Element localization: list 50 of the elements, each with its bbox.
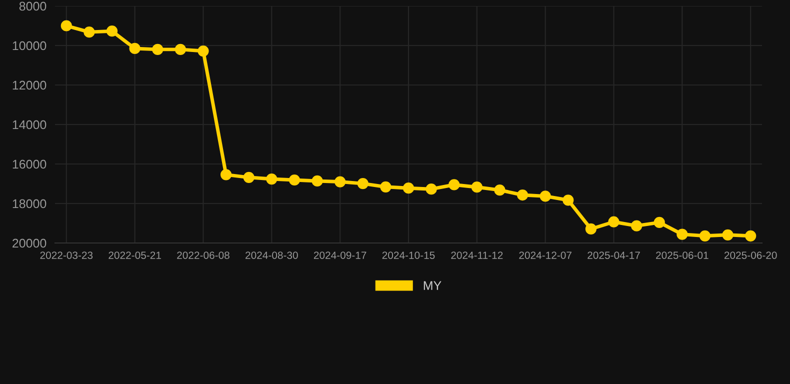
legend-label: MY <box>424 281 442 290</box>
point <box>312 175 323 187</box>
y-tick-label: 18000 <box>12 199 46 208</box>
point <box>585 223 597 235</box>
y-tick-label: 10000 <box>12 41 46 50</box>
y-tick-label: 20000 <box>12 238 46 248</box>
point <box>243 172 254 183</box>
point <box>608 216 620 228</box>
x-tick-label: 2024-12-07 <box>519 252 572 259</box>
point <box>426 184 437 195</box>
y-tick-label: 16000 <box>12 160 46 169</box>
x-tick-label: 2024-10-15 <box>382 252 435 259</box>
y-tick-label: 8000 <box>19 2 46 11</box>
point <box>380 181 392 192</box>
point <box>357 178 368 190</box>
y-tick-label: 12000 <box>12 80 46 90</box>
point <box>471 182 482 193</box>
point <box>722 229 734 240</box>
point <box>198 45 209 57</box>
x-tick-label: 2024-09-17 <box>314 252 366 259</box>
x-tick-label: 2022-06-08 <box>177 252 230 259</box>
x-tick-label: 2025-06-20 <box>724 252 777 259</box>
point <box>266 173 278 185</box>
point <box>540 190 551 202</box>
point <box>152 44 164 56</box>
point <box>676 228 688 240</box>
x-tick-label: 2024-08-30 <box>246 252 298 259</box>
point <box>129 42 140 54</box>
x-tick-label: 2024-11-12 <box>451 252 503 259</box>
point <box>402 182 414 194</box>
point <box>220 169 232 180</box>
point <box>631 220 642 232</box>
x-tick-label: 2025-04-17 <box>588 252 640 259</box>
point <box>745 230 756 242</box>
point <box>334 176 346 188</box>
x-tick-label: 2022-05-21 <box>108 252 161 259</box>
point <box>562 194 574 206</box>
point <box>654 216 665 228</box>
point <box>699 230 711 242</box>
point <box>106 26 118 37</box>
point <box>60 20 72 32</box>
point <box>516 189 528 201</box>
point <box>84 26 95 38</box>
point <box>288 174 300 186</box>
point <box>448 179 460 190</box>
y-tick-label: 14000 <box>12 120 46 130</box>
x-tick-label: 2022-03-23 <box>40 252 93 259</box>
point <box>174 44 186 56</box>
point <box>494 184 506 196</box>
x-tick-label: 2025-06-01 <box>656 252 708 259</box>
